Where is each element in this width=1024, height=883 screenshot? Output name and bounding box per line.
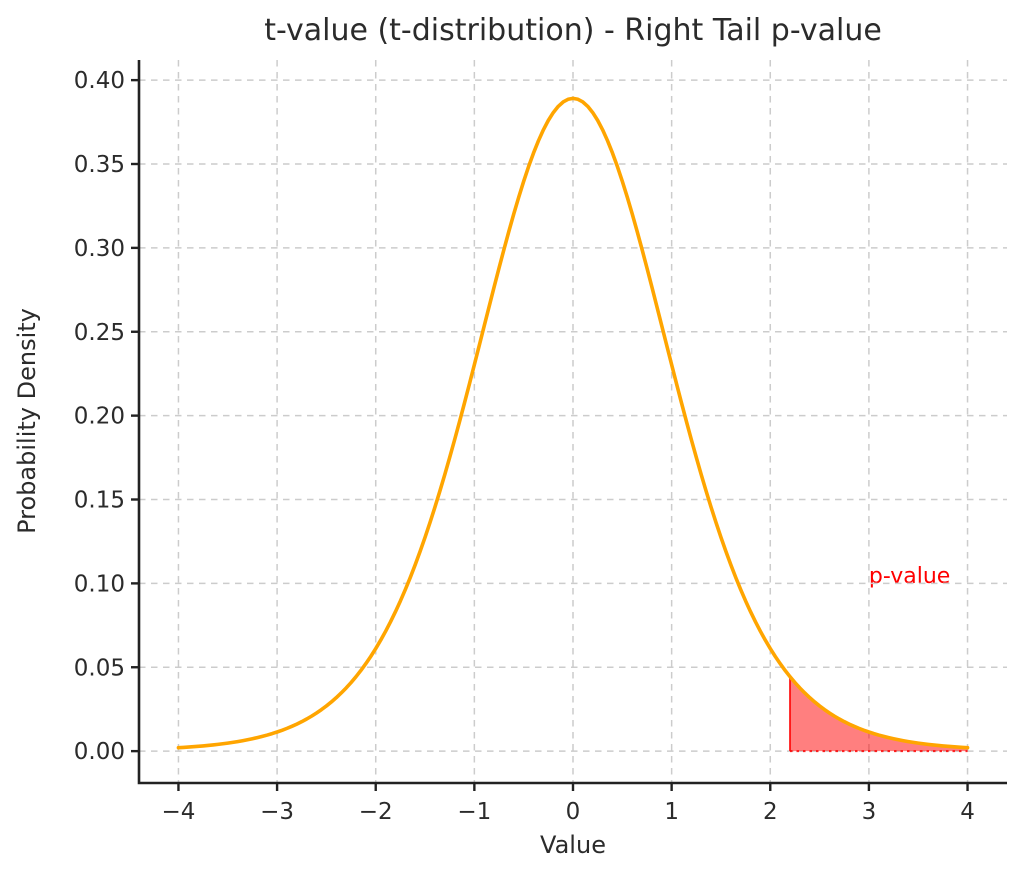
y-tick-label: 0.05 [74, 655, 125, 681]
x-tick-label: −4 [161, 799, 195, 825]
axes-spines [137, 60, 1007, 785]
x-tick-label: 0 [566, 799, 581, 825]
x-tick-label: −2 [359, 799, 393, 825]
y-tick-label: 0.00 [74, 739, 125, 765]
x-tick-label: 2 [763, 799, 778, 825]
y-tick-label: 0.40 [74, 68, 125, 94]
y-tick-label: 0.25 [74, 320, 125, 346]
p-value-annotation: p-value [868, 564, 951, 590]
x-tick-label: 4 [960, 799, 975, 825]
y-tick-label: 0.10 [74, 571, 125, 597]
x-tick-label: −3 [260, 799, 294, 825]
chart-title: t-value (t-distribution) - Right Tail p-… [264, 13, 882, 48]
y-tick-label: 0.20 [74, 404, 125, 430]
y-tick-label: 0.15 [74, 488, 125, 514]
x-tick-label: −1 [457, 799, 491, 825]
t-distribution-curve [176, 96, 970, 750]
y-tick-label: 0.35 [74, 152, 125, 178]
x-tick-label: 1 [664, 799, 679, 825]
x-tick-label: 3 [862, 799, 877, 825]
p-value-shaded-region [790, 676, 968, 752]
y-tick-label: 0.30 [74, 236, 125, 262]
x-axis-label: Value [540, 831, 606, 859]
